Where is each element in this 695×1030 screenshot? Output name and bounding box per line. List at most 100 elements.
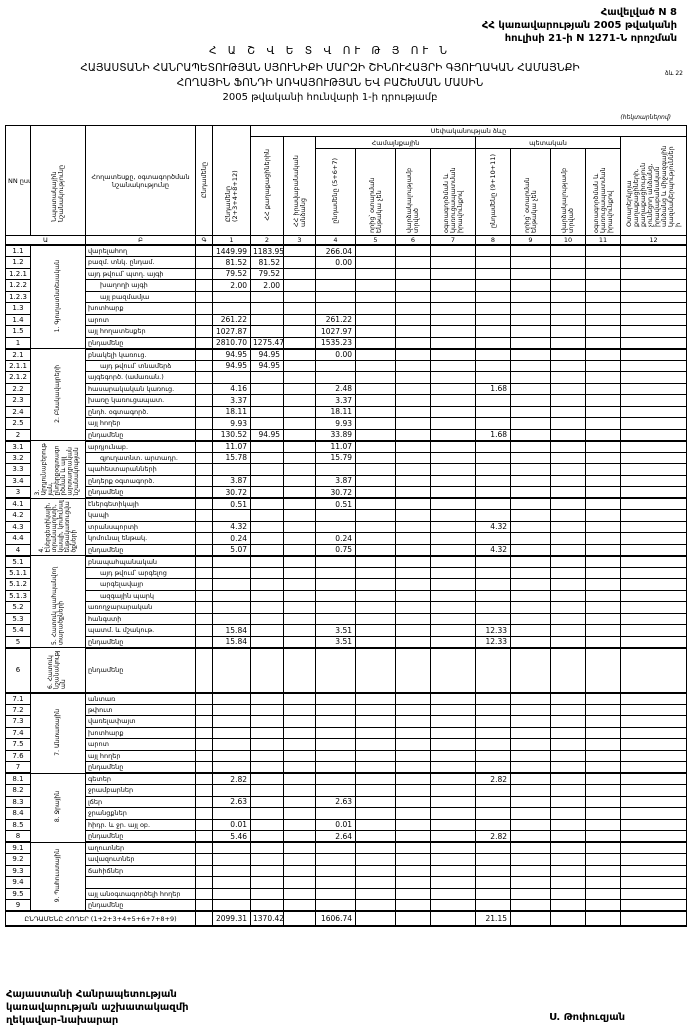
value-cell-col11 bbox=[585, 887, 621, 900]
value-cell-col2 bbox=[250, 486, 284, 499]
value-cell-col5 bbox=[355, 555, 396, 568]
value-cell-col10 bbox=[550, 715, 586, 728]
value-cell-col4: 0.51 bbox=[315, 497, 356, 510]
unit-cell bbox=[195, 428, 213, 442]
column-numbering-row: Ա Բ Գ 1 2 3 4 5 6 7 8 9 10 11 12 bbox=[5, 235, 688, 246]
value-cell-col11 bbox=[585, 256, 621, 269]
value-cell-col11 bbox=[585, 382, 621, 395]
table-row: 8.4 ջրանցքներ bbox=[5, 807, 688, 820]
value-cell-col12 bbox=[619, 772, 688, 785]
value-cell-col6 bbox=[395, 405, 431, 418]
header-col6: վարձակալությամբ տրված bbox=[395, 148, 431, 236]
value-cell-col4 bbox=[315, 841, 356, 854]
value-cell-col5 bbox=[355, 394, 396, 407]
value-cell-col10 bbox=[550, 589, 586, 602]
value-cell-col5 bbox=[355, 382, 396, 395]
row-number: 7.1 bbox=[5, 692, 31, 705]
value-cell-col3 bbox=[283, 578, 316, 591]
land-category-text: 1. Գյուղատնտեսական bbox=[53, 259, 61, 333]
land-type-name bbox=[85, 876, 196, 889]
value-cell-col5 bbox=[355, 784, 396, 797]
value-cell-col3 bbox=[283, 244, 316, 257]
header-col8: ընդամենը (9+10+11) bbox=[475, 148, 511, 236]
row-number: 8.3 bbox=[5, 795, 31, 808]
header-nn: NN ըստ bbox=[5, 125, 31, 236]
row-number: 2.5 bbox=[5, 417, 31, 430]
value-cell-col9 bbox=[510, 772, 551, 785]
value-cell-col12 bbox=[619, 738, 688, 751]
land-fund-table: NN ըստ Նպատակային նշանակությունը Հողատես… bbox=[5, 125, 688, 927]
value-cell-col7 bbox=[430, 244, 476, 257]
value-cell-col11 bbox=[585, 601, 621, 614]
table-row: 3.3 պահեստարանների bbox=[5, 463, 688, 476]
value-cell-col8 bbox=[475, 784, 511, 797]
unit-cell bbox=[195, 703, 213, 716]
value-cell-col3 bbox=[283, 313, 316, 326]
value-cell-col3 bbox=[283, 772, 316, 785]
value-cell-col12 bbox=[619, 818, 688, 831]
land-category-label: 4. Էներգետիկայի, տրանսպորտի, կապի, կոմու… bbox=[30, 497, 86, 556]
value-cell-col10 bbox=[550, 784, 586, 797]
value-cell-col3 bbox=[283, 336, 316, 350]
value-cell-col3 bbox=[283, 761, 316, 774]
value-cell-col12 bbox=[619, 543, 688, 557]
value-cell-col3 bbox=[283, 784, 316, 797]
value-cell-col10 bbox=[550, 405, 586, 418]
table-row: 1.2.3 այլ բազմամյա bbox=[5, 290, 688, 303]
total-value-col9 bbox=[510, 910, 551, 927]
value-cell-col9 bbox=[510, 864, 551, 877]
value-cell-col8 bbox=[475, 474, 511, 487]
value-cell-col4 bbox=[315, 876, 356, 889]
value-cell-col7 bbox=[430, 543, 476, 557]
value-cell-col8 bbox=[475, 703, 511, 716]
value-cell-col10 bbox=[550, 818, 586, 831]
table-row: 4.2 կապի bbox=[5, 509, 688, 522]
value-cell-col7 bbox=[430, 784, 476, 797]
value-cell-col7 bbox=[430, 509, 476, 522]
value-cell-col9 bbox=[510, 578, 551, 591]
value-cell-col5 bbox=[355, 818, 396, 831]
signatory-title-line: ղեկավար-նախարար bbox=[6, 1015, 119, 1026]
table-row: 3 ընդամենը 30.72 30.72 bbox=[5, 486, 688, 499]
header-col3-text: ՀՀ իրավաբանական անձանց bbox=[291, 155, 307, 227]
header-col12: Օտարերկրյա քաղաքացիների, քաղաքացիություն… bbox=[619, 136, 688, 236]
value-cell-col4: 3.51 bbox=[315, 624, 356, 637]
value-cell-col9 bbox=[510, 371, 551, 384]
value-cell-col12 bbox=[619, 382, 688, 395]
value-cell-col12 bbox=[619, 348, 688, 361]
land-type-name: ազգային պարկ bbox=[85, 589, 196, 602]
value-cell-col7 bbox=[430, 463, 476, 476]
value-cell-col5 bbox=[355, 876, 396, 889]
value-cell-col10 bbox=[550, 428, 586, 442]
value-cell-col7 bbox=[430, 486, 476, 499]
column-number: 1 bbox=[212, 235, 251, 246]
row-number: 5.1 bbox=[5, 555, 31, 568]
total-value-col7 bbox=[430, 910, 476, 927]
value-cell-col11 bbox=[585, 899, 621, 912]
value-cell-col7 bbox=[430, 474, 476, 487]
value-cell-col2 bbox=[250, 772, 284, 785]
value-cell-col4 bbox=[315, 647, 356, 694]
value-cell-col2 bbox=[250, 451, 284, 464]
value-cell-col4 bbox=[315, 772, 356, 785]
value-cell-col7 bbox=[430, 589, 476, 602]
row-number: 5.1.1 bbox=[5, 566, 31, 579]
row-number: 2.1 bbox=[5, 348, 31, 361]
value-cell-col10 bbox=[550, 853, 586, 866]
value-cell-col10 bbox=[550, 313, 586, 326]
value-cell-col3 bbox=[283, 532, 316, 545]
table-row: 1.5 այլ հողատեսքեր 1027.87 1027.97 bbox=[5, 325, 688, 338]
value-cell-col5 bbox=[355, 601, 396, 614]
value-cell-col9 bbox=[510, 382, 551, 395]
value-cell-col10 bbox=[550, 899, 586, 912]
value-cell-col10 bbox=[550, 543, 586, 557]
value-cell-col10 bbox=[550, 601, 586, 614]
value-cell-col4 bbox=[315, 290, 356, 303]
value-cell-col3 bbox=[283, 359, 316, 372]
value-cell-col8 bbox=[475, 818, 511, 831]
value-cell-col4: 15.79 bbox=[315, 451, 356, 464]
total-label: ԸՆԴԱՄԵՆԸ ՀՈՂԵՐ (1+2+3+4+5+6+7+8+9) bbox=[5, 910, 196, 927]
value-cell-col4 bbox=[315, 853, 356, 866]
value-cell-col8 bbox=[475, 256, 511, 269]
value-cell-col6 bbox=[395, 520, 431, 533]
